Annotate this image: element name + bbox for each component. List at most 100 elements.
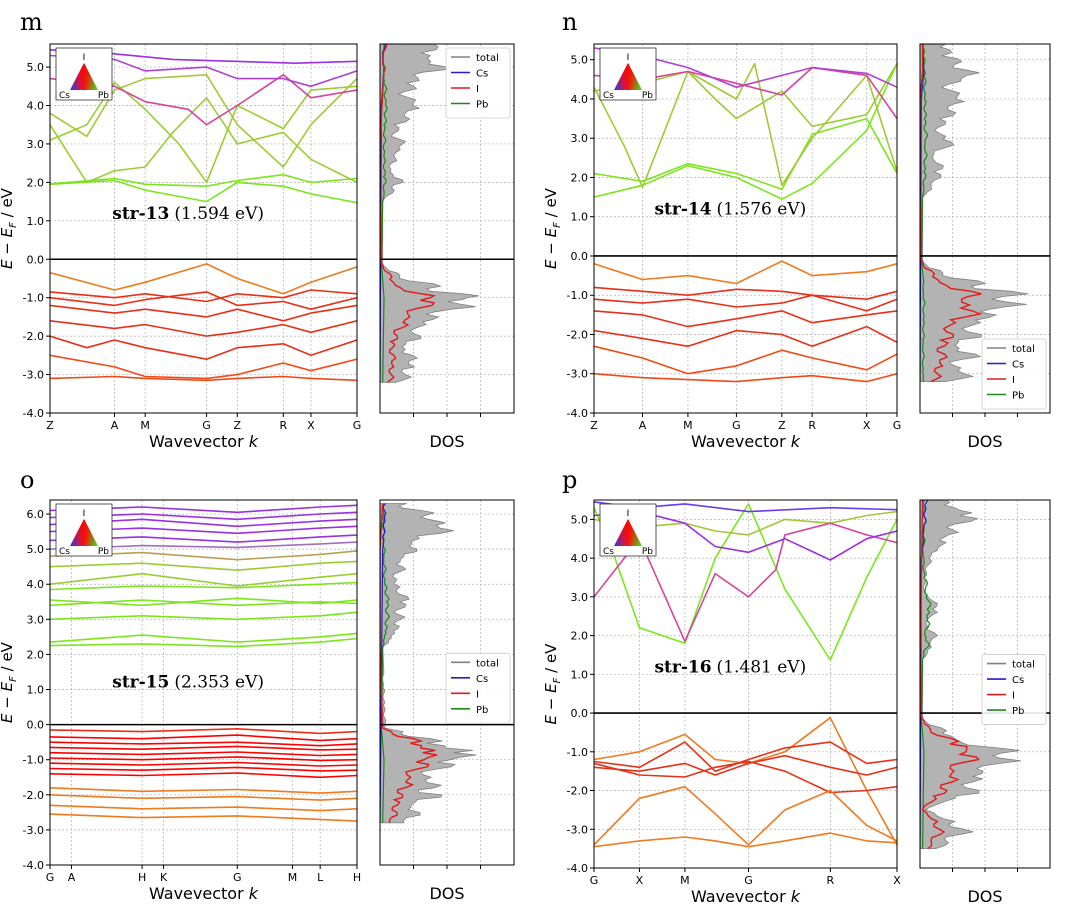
y-axis-label-main: E − E xyxy=(542,683,560,725)
legend-label-I: I xyxy=(1012,691,1015,702)
kpoint-label: G xyxy=(732,419,741,432)
color-triangle-shade xyxy=(614,519,642,546)
ternary-label-I: I xyxy=(627,509,630,519)
structure-name: str-16 xyxy=(654,657,711,677)
conduction-band xyxy=(594,62,897,187)
kpoint-label: H xyxy=(138,871,146,884)
x-axis-label: Wavevector k xyxy=(149,884,259,903)
valence-band xyxy=(50,772,357,779)
conduction-band xyxy=(50,560,357,571)
valence-band xyxy=(594,832,897,848)
valence-band xyxy=(594,741,897,772)
conduction-band xyxy=(50,74,357,168)
kpoint-label: R xyxy=(827,874,835,887)
dos-Pb-curve xyxy=(920,44,929,382)
y-tick-label: -1.0 xyxy=(567,746,588,759)
y-axis-label-main: E − E xyxy=(542,227,560,269)
panel-letter: n xyxy=(562,8,577,36)
y-tick-label: -2.0 xyxy=(567,328,588,341)
dos-frame xyxy=(379,499,515,866)
color-triangle-shade xyxy=(70,519,98,546)
conduction-band xyxy=(50,173,357,187)
x-axis-label: Wavevector k xyxy=(691,432,801,451)
y-tick-label: 2.0 xyxy=(27,648,45,661)
legend-box xyxy=(445,47,511,119)
y-tick-label: 5.0 xyxy=(571,513,589,526)
ternary-label-Cs: Cs xyxy=(603,91,614,101)
conduction-band xyxy=(50,581,357,591)
legend-label-I: I xyxy=(1012,375,1015,386)
legend-label-total: total xyxy=(1012,660,1035,671)
y-tick-label: 0.0 xyxy=(571,707,589,720)
kpoint-label: G xyxy=(744,874,753,887)
conduction-band xyxy=(50,81,357,184)
y-tick-label: -2.0 xyxy=(23,789,44,802)
kpoint-label: M xyxy=(288,871,298,884)
gap-annotation: str-13 (1.594 eV) xyxy=(112,204,264,224)
kpoint-label: X xyxy=(863,419,871,432)
conduction-band xyxy=(50,597,357,607)
y-tick-label: -3.0 xyxy=(567,823,588,836)
legend-label-Cs: Cs xyxy=(476,69,488,80)
y-tick-label: 2.0 xyxy=(571,171,589,184)
kpoint-label: K xyxy=(160,871,168,884)
band-gap-value: (1.576 eV) xyxy=(717,200,807,220)
band-lines xyxy=(594,47,897,383)
valence-band xyxy=(50,766,357,772)
conduction-band xyxy=(594,63,897,200)
valence-band xyxy=(50,289,357,303)
x-axis-label-k: k xyxy=(249,884,259,903)
y-axis-label-main: E − E xyxy=(0,681,16,723)
ternary-label-Pb: Pb xyxy=(98,547,109,557)
x-axis-label: Wavevector k xyxy=(149,432,259,451)
y-tick-label: 2.0 xyxy=(571,630,589,643)
dos-plot: total Cs I Pb xyxy=(919,43,1051,417)
valence-band xyxy=(50,354,357,380)
color-triangle-shade xyxy=(614,63,642,90)
valence-band xyxy=(594,754,897,776)
dos-legend: total Cs I Pb xyxy=(445,652,511,724)
valence-band xyxy=(50,745,357,751)
conduction-band xyxy=(50,611,357,621)
y-tick-label: 4.0 xyxy=(27,100,45,113)
kpoint-label: M xyxy=(683,419,693,432)
y-tick-label: 1.0 xyxy=(27,684,45,697)
kpoint-label: G xyxy=(46,871,55,884)
valence-band xyxy=(50,728,357,735)
dos-Pb-curve xyxy=(920,500,932,849)
dos-legend: total Cs I Pb xyxy=(445,47,511,119)
valence-band xyxy=(594,760,897,794)
kpoint-label: G xyxy=(202,419,211,432)
legend-label-I: I xyxy=(476,84,479,95)
plot-frame xyxy=(49,43,358,414)
y-axis-label: E − EF / eV xyxy=(0,187,19,269)
y-tick-label: 3.0 xyxy=(27,613,45,626)
conduction-band xyxy=(50,637,357,648)
conduction-band xyxy=(50,632,357,643)
y-tick-label: -4.0 xyxy=(567,862,588,875)
valence-band xyxy=(594,294,897,312)
valence-band xyxy=(50,320,357,337)
kpoint-label: Z xyxy=(46,419,54,432)
y-tick-label: 0.0 xyxy=(27,719,45,732)
kpoint-label: A xyxy=(68,871,76,884)
y-tick-label: 3.0 xyxy=(27,138,45,151)
band-lines xyxy=(50,49,357,382)
x-axis-label-main: Wavevector xyxy=(149,884,249,903)
valence-band xyxy=(50,263,357,295)
y-tick-label: -4.0 xyxy=(567,407,588,420)
dos-legend: total Cs I Pb xyxy=(981,654,1047,725)
x-axis-label-k: k xyxy=(791,887,801,906)
legend-label-total: total xyxy=(476,658,499,669)
y-tick-label: 6.0 xyxy=(27,508,45,521)
kpoint-label: R xyxy=(279,419,287,432)
ternary-label-I: I xyxy=(627,53,630,63)
ternary-label-Pb: Pb xyxy=(98,91,109,101)
y-axis-label-sub: F xyxy=(552,222,563,228)
dos-Pb-curve xyxy=(380,503,391,823)
band-gap-value: (2.353 eV) xyxy=(174,673,264,693)
valence-band xyxy=(50,756,357,762)
y-tick-label: -4.0 xyxy=(23,407,44,420)
ternary-label-I: I xyxy=(83,509,86,519)
structure-name: str-15 xyxy=(112,673,169,693)
